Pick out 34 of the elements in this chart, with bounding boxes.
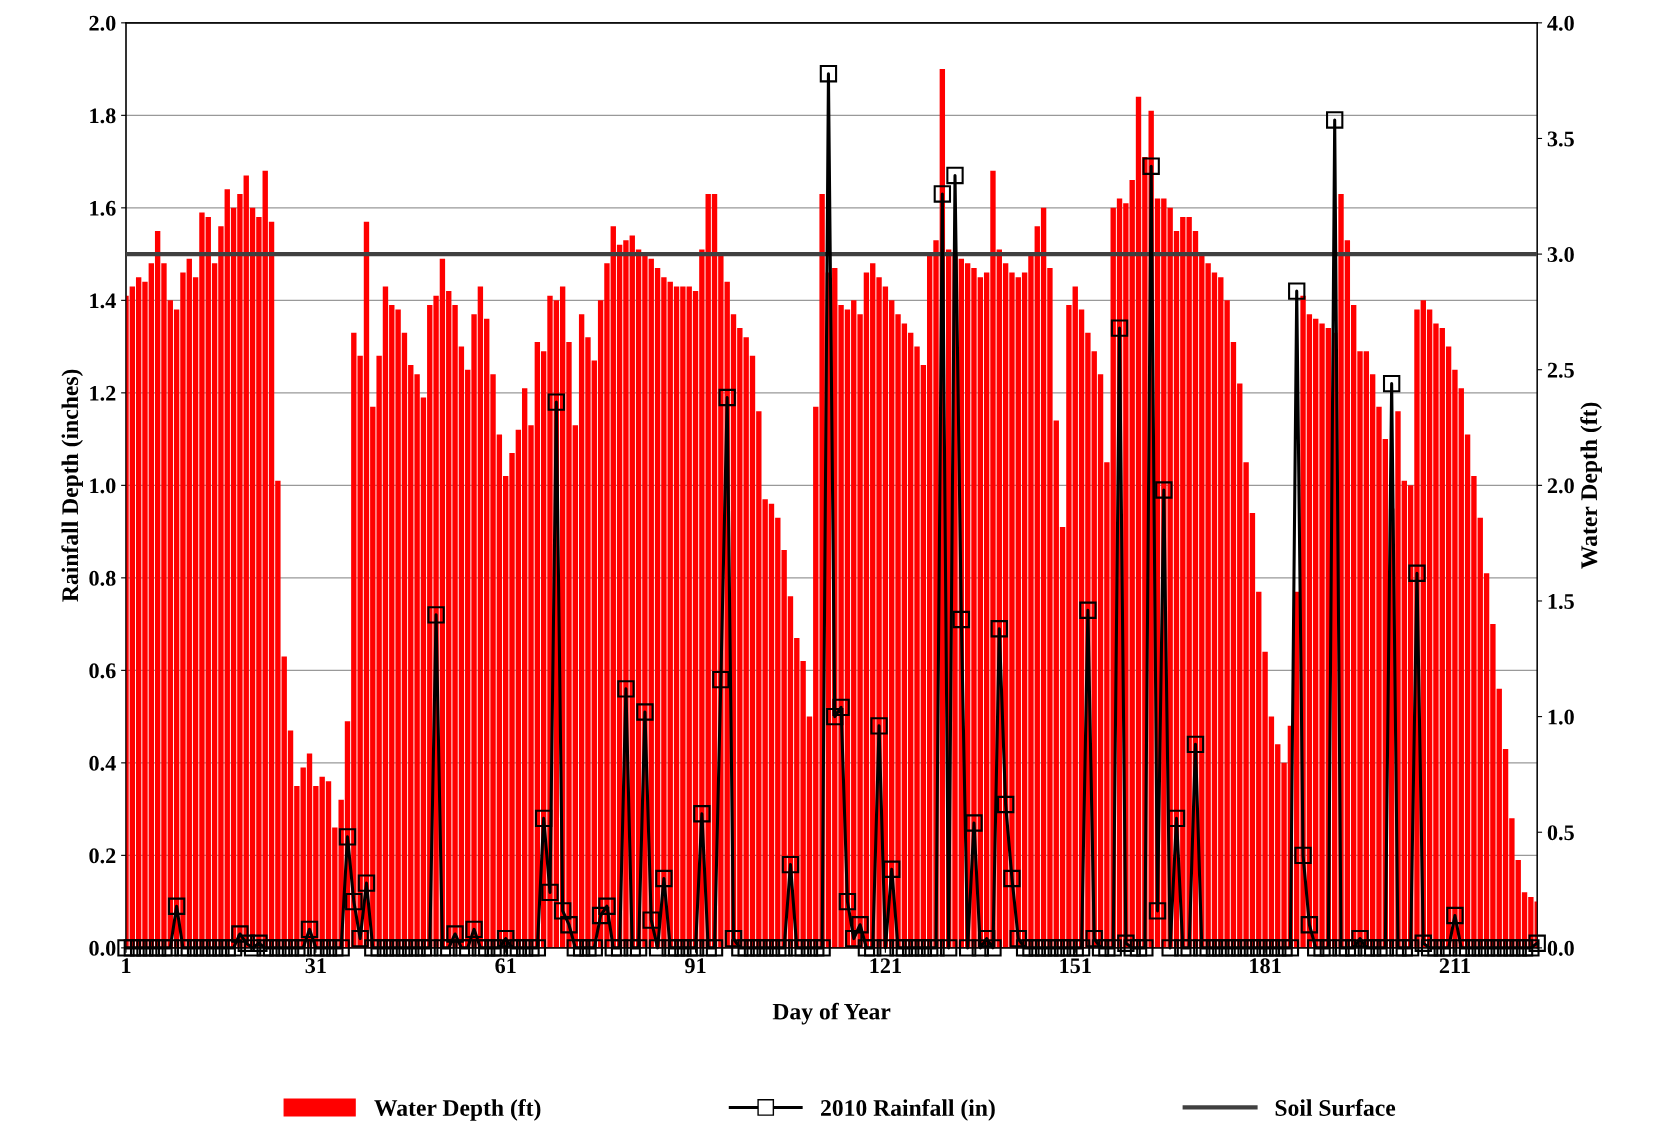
x-tick-label: 61	[495, 958, 516, 974]
x-tick-label: 121	[870, 958, 901, 973]
y2-tick-label: 2.5	[1547, 362, 1574, 378]
y2-tick-label: 3.5	[1547, 131, 1574, 147]
y2-axis-title: Water Depth (ft)	[1580, 402, 1602, 569]
y-tick-label: 1.2	[90, 385, 116, 401]
x-tick-label: 91	[685, 958, 706, 974]
y-tick-label: 2.0	[89, 15, 116, 31]
y-tick-label: 1.6	[90, 200, 116, 216]
y-tick-label: 1.4	[90, 293, 116, 309]
y2-tick-label: 1.5	[1548, 594, 1574, 609]
y2-tick-label: 3.0	[1547, 247, 1574, 263]
y-tick-label: 1.8	[90, 108, 116, 124]
y-tick-label: 0.6	[89, 663, 116, 679]
x-axis-title: Day of Year	[772, 1002, 891, 1025]
legend-label: Soil Surface	[1275, 1099, 1396, 1117]
y-tick-label: 0.0	[89, 940, 116, 956]
y2-tick-label: 0.5	[1547, 825, 1574, 841]
x-tick-label: 31	[305, 958, 326, 974]
y-tick-label: 0.4	[89, 755, 116, 771]
x-tick-label: 151	[1060, 958, 1091, 974]
y2-tick-label: 1.0	[1548, 709, 1574, 725]
legend-label: 2010 Rainfall (in)	[821, 1099, 995, 1121]
y-axis-title: Rainfall Depth (inches)	[61, 369, 83, 602]
y-tick-label: 1.0	[90, 478, 116, 494]
x-tick-label: 211	[1439, 958, 1470, 973]
y-tick-label: 0.8	[89, 570, 116, 586]
x-tick-label: 1	[122, 958, 131, 973]
y-tick-label: 0.2	[89, 848, 116, 864]
legend-label: Water Depth (ft)	[374, 1099, 541, 1121]
y2-tick-label: 2.0	[1547, 478, 1574, 494]
y2-tick-label: 4.0	[1547, 15, 1574, 31]
y2-tick-label: 0.0	[1547, 940, 1574, 956]
x-tick-label: 181	[1250, 958, 1281, 974]
